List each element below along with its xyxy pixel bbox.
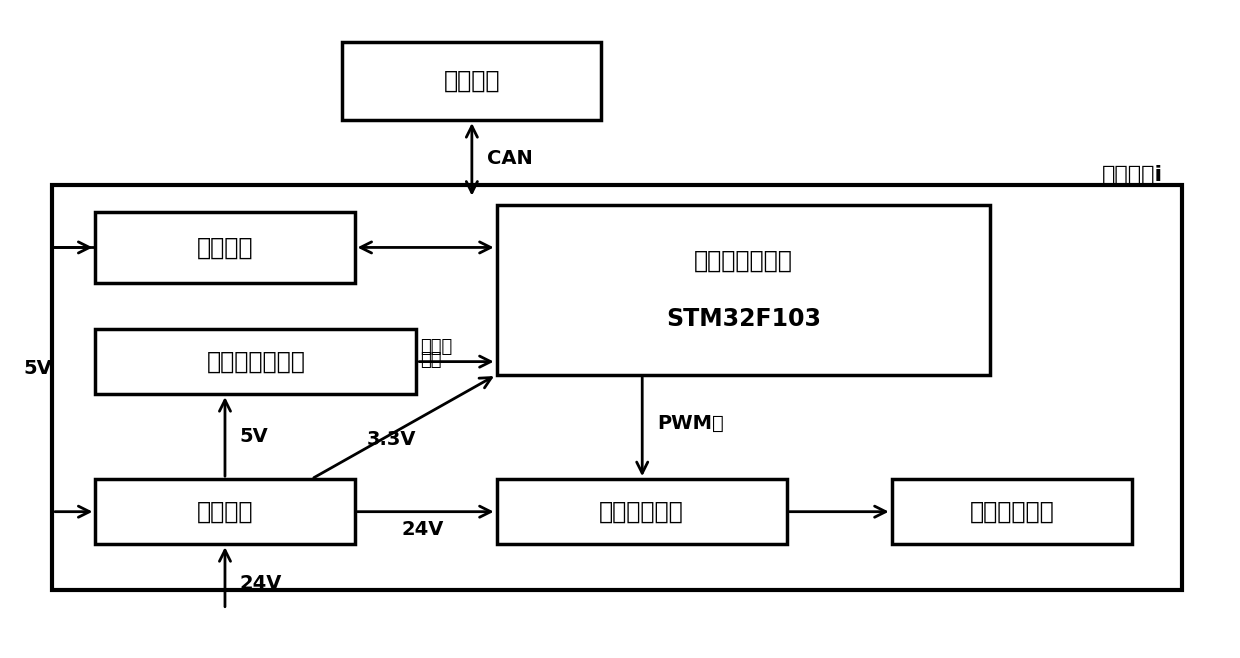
Bar: [892, 479, 1132, 544]
Bar: [496, 205, 991, 374]
Text: 5V: 5V: [239, 427, 269, 446]
Bar: [52, 186, 1182, 590]
Text: 电机驱动电路: 电机驱动电路: [599, 499, 684, 524]
Text: 直流无刷电机: 直流无刷电机: [970, 499, 1054, 524]
Text: 主控制器: 主控制器: [444, 69, 500, 93]
Text: PWM波: PWM波: [657, 414, 724, 433]
Text: 24V: 24V: [402, 520, 444, 539]
Text: 传感器: 传感器: [420, 338, 453, 356]
Text: 通讯电路: 通讯电路: [197, 236, 253, 259]
Text: 3.3V: 3.3V: [367, 430, 417, 449]
Text: 24V: 24V: [239, 574, 283, 593]
Bar: [95, 479, 355, 544]
Text: 柔性关节i: 柔性关节i: [1102, 165, 1163, 186]
Text: 关节控制器芯片: 关节控制器芯片: [694, 249, 792, 272]
Bar: [95, 212, 355, 284]
Bar: [95, 329, 417, 394]
Text: 传感器采集电路: 传感器采集电路: [206, 349, 305, 374]
Text: STM32F103: STM32F103: [666, 307, 821, 331]
Text: 电源电路: 电源电路: [197, 499, 253, 524]
Text: 信号: 信号: [420, 351, 441, 368]
Text: CAN: CAN: [486, 149, 532, 168]
Bar: [496, 479, 786, 544]
Bar: [342, 42, 601, 120]
Text: 5V: 5V: [24, 359, 52, 378]
